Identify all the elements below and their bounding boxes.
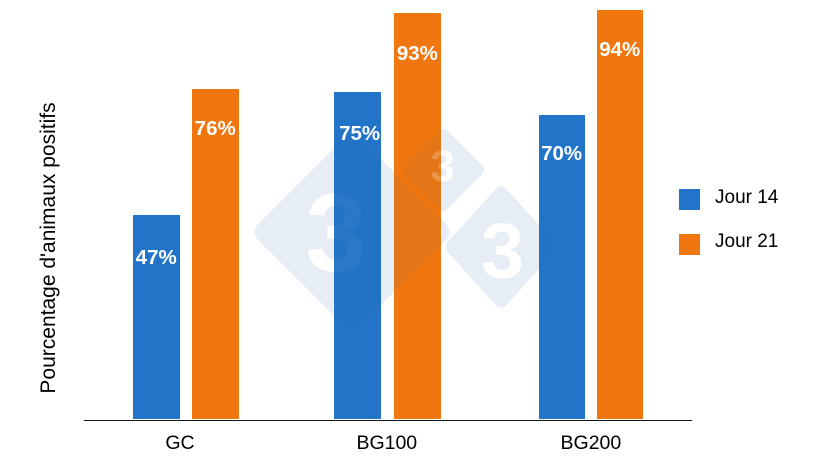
svg-text:3: 3 [481,207,524,295]
svg-text:3: 3 [481,207,524,295]
